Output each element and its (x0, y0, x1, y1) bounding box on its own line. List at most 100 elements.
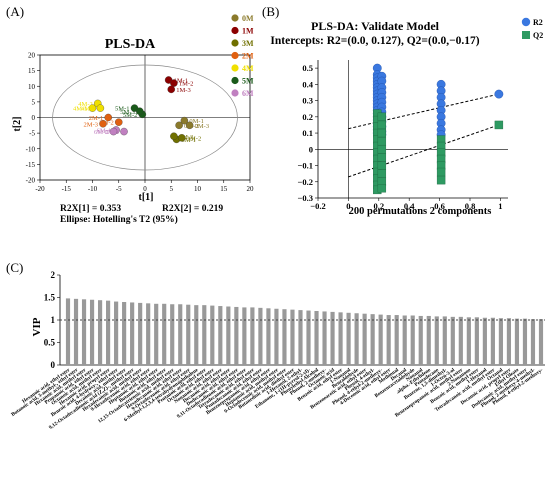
point-q2 (377, 153, 387, 162)
point-label-4m-1: 4M-1 (73, 106, 87, 113)
legend-marker-1m (231, 26, 239, 35)
point-label-4m-2: 4M-2 (78, 101, 92, 108)
point-q2 (494, 120, 504, 130)
point-q2 (377, 161, 387, 170)
vip-bar-40 (378, 314, 383, 365)
point-0m-2 (175, 121, 183, 130)
legend-label-1m: 1M (242, 27, 254, 36)
vip-bar-56 (506, 318, 512, 365)
point-0m-1 (180, 116, 189, 125)
vip-bar-12 (154, 303, 159, 365)
perm-title: PLS-DA: Validate Model (311, 19, 440, 33)
perm-subtitle: Intercepts: R2=(0.0, 0.127), Q2=(0.0,−0.… (270, 35, 479, 47)
panel-label-a: (A) (6, 4, 24, 19)
perm-ytick-label: 0.2 (302, 112, 313, 122)
vip-bar-44 (410, 315, 415, 365)
point-label-5m-1: 5M-1 (115, 106, 129, 113)
point-label-1m-3: 1M-3 (176, 87, 190, 94)
vip-bar-35 (338, 312, 343, 365)
point-label-0m-1: 0M-1 (189, 118, 203, 125)
vip-bar-26 (266, 308, 271, 365)
point-q2 (377, 120, 387, 130)
regression-line-r2 (348, 93, 499, 130)
point-label-3m-2: 3M-2 (187, 135, 201, 142)
vip-bar-20 (218, 306, 223, 365)
plsda-xlabel: t[1] (139, 192, 154, 203)
plsda-xtick-label: -15 (62, 185, 72, 193)
hotelling-ellipse (52, 64, 238, 171)
vip-bar-5 (97, 300, 103, 365)
legend-label-q2: Q2 (533, 31, 543, 40)
plsda-xtick-label: 0 (143, 185, 147, 193)
point-6m-2 (109, 127, 118, 136)
perm-xtick-label: 0.8 (465, 201, 476, 211)
plsda-ellipse-note: Ellipse: Hotelling's T2 (95%) (60, 214, 178, 225)
perm-ytick-label: −0.2 (298, 177, 313, 187)
legend-label-4m: 4M (242, 64, 254, 73)
vip-bar-22 (234, 306, 239, 365)
vip-ytick-label: 1.5 (44, 293, 56, 303)
point-q2 (377, 169, 387, 178)
point-4m-3 (96, 104, 105, 112)
legend-label-3m: 3M (242, 39, 254, 48)
vip-bar-34 (330, 311, 335, 365)
point-q2 (377, 145, 387, 154)
point-0m-3 (185, 121, 194, 130)
vip-bar-53 (482, 317, 487, 365)
vip-bar-48 (442, 316, 447, 365)
plsda-ytick-label: 15 (28, 67, 36, 75)
regression-line-q2 (348, 124, 500, 178)
plsda-xtick-label: 5 (170, 185, 174, 193)
point-label-3m-1: 3M-1 (182, 137, 196, 144)
point-3m-2 (177, 134, 186, 142)
vip-bar-15 (178, 304, 183, 365)
perm-xlabel: 200 permutations 2 components (349, 206, 492, 217)
point-label-0m-3: 0M-3 (195, 123, 209, 130)
vip-bar-59 (530, 319, 536, 365)
point-label-2m-1: 2M-1 (89, 115, 103, 122)
vip-bar-7 (114, 301, 119, 365)
vip-bar-32 (314, 311, 319, 365)
vip-bar-57 (514, 318, 520, 365)
point-5m-3 (135, 107, 144, 116)
perm-xtick-label: −0.2 (310, 201, 325, 211)
point-3m-3 (170, 132, 178, 140)
vip-bar-37 (354, 313, 359, 365)
legend-label-2m: 2M (242, 52, 254, 61)
point-6m-3 (120, 127, 128, 136)
point-2m-3 (99, 120, 107, 128)
vip-bar-52 (474, 317, 479, 365)
perm-ytick-label: 0.4 (302, 79, 313, 89)
vip-bar-55 (498, 318, 503, 365)
vip-bar-27 (274, 308, 279, 365)
point-label-2m-3: 2M-3 (84, 121, 98, 128)
plsda-title: PLS-DA (105, 37, 156, 52)
vip-bar-19 (210, 305, 215, 365)
point-4m-1 (88, 104, 97, 112)
vip-ytick-label: 0.5 (44, 338, 56, 348)
legend-marker-4m (231, 64, 239, 72)
point-label-4m-3: 4M-3 (81, 106, 95, 113)
point-q2 (377, 128, 387, 138)
plsda-r2x2: R2X[2] = 0.219 (162, 204, 223, 214)
vip-bar-51 (466, 317, 471, 365)
vip-bar-3 (81, 299, 87, 365)
plsda-ytick-label: 20 (28, 52, 36, 60)
vip-bar-23 (242, 307, 247, 365)
vip-bar-17 (194, 305, 199, 365)
plsda-xtick-label: 20 (247, 185, 255, 193)
plsda-r2x1: R2X[1] = 0.353 (60, 204, 121, 214)
vip-bar-6 (106, 300, 111, 365)
vip-ytick-label: 0 (51, 360, 56, 370)
plsda-ytick-label: -20 (26, 177, 36, 185)
point-label-6m-2: 6M-2 (94, 129, 108, 136)
legend-label-0m: 0M (242, 14, 254, 23)
point-label-6m-3: 6M-3 (105, 129, 119, 136)
vip-bar-47 (434, 316, 439, 365)
panel-label-c: (C) (6, 260, 23, 275)
vip-bar-29 (290, 309, 295, 365)
vip-bar-49 (450, 316, 455, 365)
plsda-ytick-label: -5 (29, 130, 35, 138)
vip-bar-10 (138, 302, 143, 365)
